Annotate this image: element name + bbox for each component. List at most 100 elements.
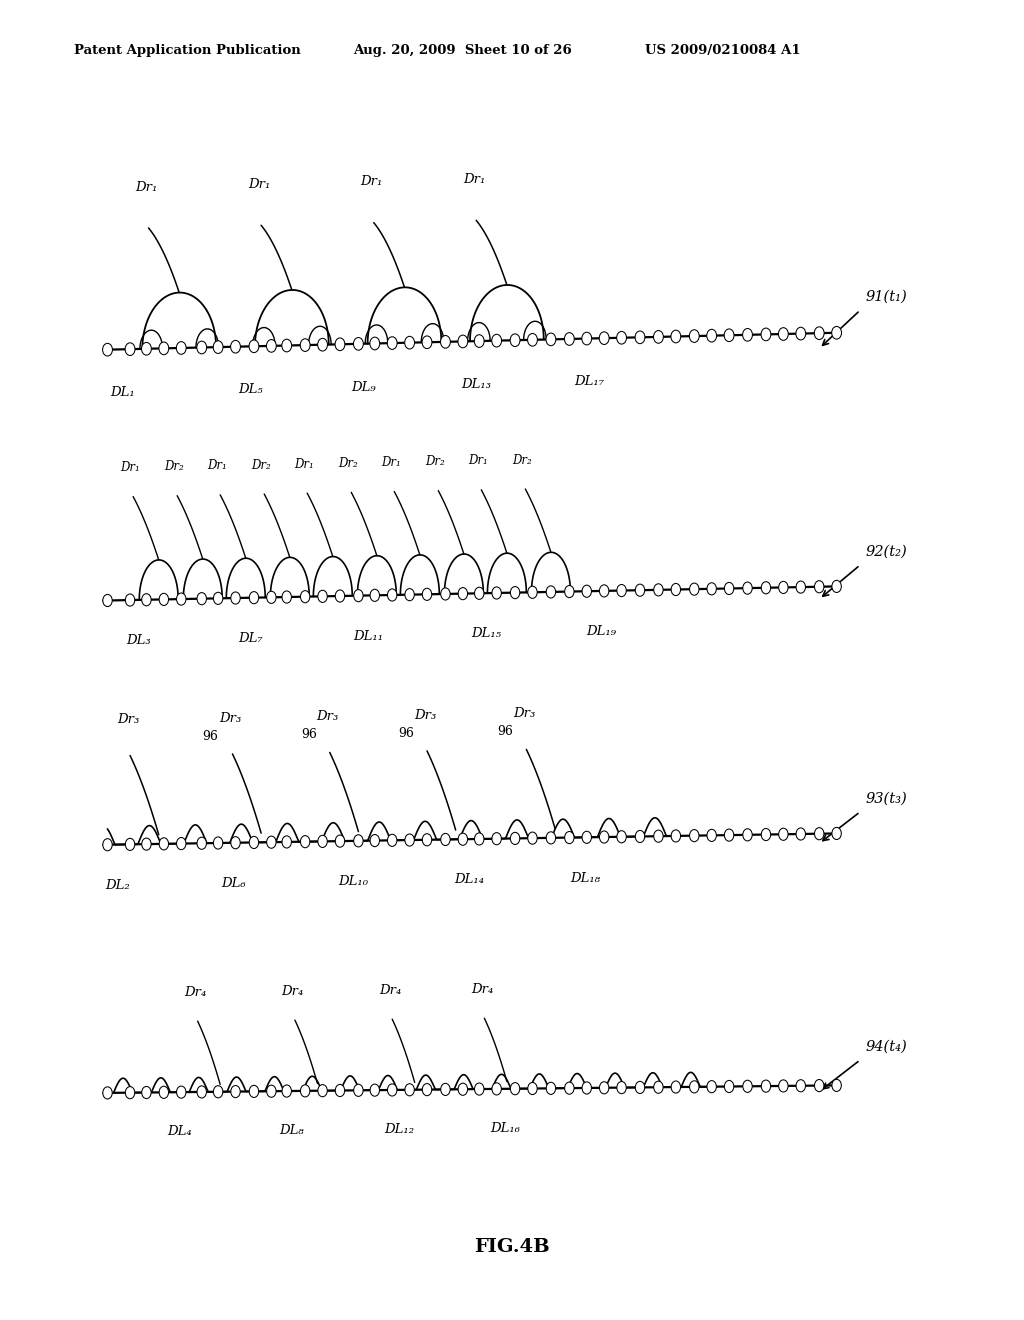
Text: DL₈: DL₈ (280, 1125, 304, 1137)
Circle shape (582, 333, 592, 345)
Circle shape (125, 1086, 135, 1098)
Circle shape (317, 836, 328, 847)
Circle shape (492, 334, 502, 347)
Text: Dr₃: Dr₃ (219, 711, 242, 725)
Circle shape (404, 337, 415, 348)
Circle shape (689, 583, 699, 595)
Circle shape (197, 341, 207, 354)
Circle shape (282, 1085, 292, 1097)
Circle shape (282, 339, 292, 352)
Circle shape (653, 330, 664, 343)
Circle shape (282, 836, 292, 847)
Circle shape (582, 1082, 592, 1094)
Circle shape (125, 594, 135, 606)
Circle shape (249, 341, 259, 352)
Circle shape (353, 834, 364, 847)
Circle shape (492, 833, 502, 845)
Circle shape (616, 331, 627, 345)
Text: US 2009/0210084 A1: US 2009/0210084 A1 (645, 44, 801, 57)
Circle shape (197, 837, 207, 849)
Circle shape (616, 830, 627, 843)
Text: Dr₁: Dr₁ (360, 176, 383, 189)
Text: 92(t₂): 92(t₂) (865, 545, 907, 558)
Circle shape (317, 590, 328, 602)
Circle shape (814, 327, 824, 339)
Text: Dr₂: Dr₂ (512, 454, 532, 466)
Circle shape (474, 587, 484, 599)
Circle shape (370, 589, 380, 602)
Circle shape (474, 335, 484, 347)
Text: DL₅: DL₅ (239, 383, 263, 396)
Circle shape (387, 834, 397, 846)
Circle shape (404, 1084, 415, 1096)
Circle shape (353, 590, 364, 602)
Circle shape (635, 331, 645, 343)
Circle shape (197, 1086, 207, 1098)
Circle shape (387, 589, 397, 601)
Circle shape (599, 832, 609, 843)
Text: 93(t₃): 93(t₃) (865, 792, 907, 805)
Circle shape (458, 587, 468, 599)
Circle shape (671, 583, 681, 595)
Circle shape (102, 838, 113, 851)
Circle shape (317, 1085, 328, 1097)
Circle shape (796, 1080, 806, 1092)
Circle shape (778, 1080, 788, 1092)
Text: Dr₂: Dr₂ (164, 461, 184, 474)
Circle shape (422, 1084, 432, 1096)
Circle shape (335, 338, 345, 351)
Circle shape (527, 832, 538, 845)
Circle shape (230, 1085, 241, 1098)
Circle shape (582, 832, 592, 843)
Circle shape (831, 828, 842, 840)
Circle shape (564, 832, 574, 843)
Circle shape (176, 342, 186, 354)
Circle shape (266, 339, 276, 352)
Circle shape (141, 342, 152, 355)
Circle shape (814, 1080, 824, 1092)
Text: Dr₁: Dr₁ (381, 457, 401, 469)
Text: Dr₂: Dr₂ (338, 457, 358, 470)
Circle shape (440, 833, 451, 846)
Circle shape (778, 581, 788, 594)
Circle shape (653, 1081, 664, 1093)
Circle shape (742, 1080, 753, 1093)
Circle shape (814, 581, 824, 593)
Circle shape (635, 1081, 645, 1093)
Circle shape (440, 587, 451, 601)
Text: Dr₃: Dr₃ (414, 709, 436, 722)
Circle shape (474, 833, 484, 845)
Text: Dr₃: Dr₃ (316, 710, 339, 723)
Text: Dr₁: Dr₁ (207, 459, 227, 473)
Text: Dr₁: Dr₁ (468, 454, 488, 467)
Text: Dr₄: Dr₄ (184, 986, 207, 999)
Circle shape (370, 337, 380, 350)
Text: Dr₃: Dr₃ (117, 713, 139, 726)
Text: Dr₁: Dr₁ (135, 181, 158, 194)
Circle shape (282, 591, 292, 603)
Circle shape (599, 585, 609, 597)
Circle shape (724, 829, 734, 841)
Circle shape (831, 581, 842, 593)
Circle shape (125, 838, 135, 850)
Circle shape (814, 828, 824, 840)
Circle shape (370, 1084, 380, 1096)
Circle shape (707, 329, 717, 342)
Text: 96: 96 (497, 725, 513, 738)
Text: 96: 96 (202, 730, 218, 743)
Circle shape (492, 1082, 502, 1096)
Text: 96: 96 (398, 727, 415, 739)
Circle shape (742, 829, 753, 841)
Circle shape (102, 1086, 113, 1100)
Circle shape (159, 1086, 169, 1098)
Circle shape (546, 832, 556, 843)
Text: DL₁₇: DL₁₇ (573, 375, 604, 388)
Text: Dr₁: Dr₁ (120, 461, 140, 474)
Circle shape (689, 829, 699, 842)
Circle shape (653, 583, 664, 595)
Circle shape (599, 1081, 609, 1094)
Circle shape (141, 1086, 152, 1098)
Circle shape (317, 338, 328, 351)
Circle shape (387, 1084, 397, 1096)
Text: DL₁₀: DL₁₀ (338, 875, 369, 888)
